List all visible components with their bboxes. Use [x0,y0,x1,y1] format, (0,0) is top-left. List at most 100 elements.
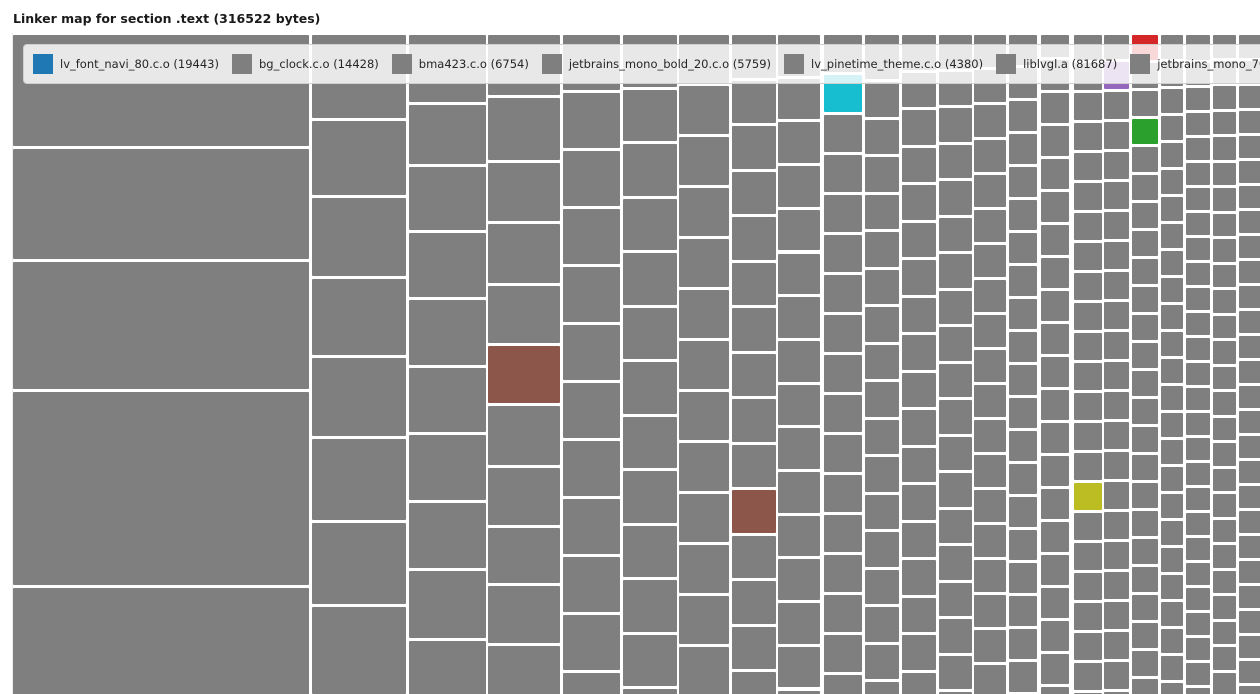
treemap-tile [865,532,899,567]
treemap-tile [732,490,776,533]
treemap-tile [939,473,972,507]
treemap-tile [778,166,820,207]
treemap-tile [488,346,560,403]
treemap-tile [1239,686,1260,694]
treemap-tile [1132,175,1158,200]
treemap-tile [1009,563,1037,593]
treemap-tile [563,209,620,264]
treemap-tile [488,286,560,343]
treemap-tile [1161,656,1183,680]
treemap-tile [312,523,406,604]
treemap-tile [824,315,862,352]
treemap-tile [563,267,620,322]
treemap-tile [778,297,820,338]
treemap-tile [1132,147,1158,172]
treemap-tile [1104,692,1129,694]
treemap-tile [563,499,620,554]
treemap-tile [1239,261,1260,283]
treemap-tile [1239,136,1260,158]
treemap-tile [1161,332,1183,356]
treemap-tile [1104,602,1129,629]
treemap-tile [1009,365,1037,395]
treemap-tile [1104,422,1129,449]
treemap-tile [312,607,406,694]
treemap-tile [824,395,862,432]
treemap-tile [1041,687,1069,694]
treemap-tile [1239,211,1260,233]
treemap-tile [865,119,899,154]
treemap-tile [1213,213,1236,236]
treemap-tile [1239,511,1260,533]
treemap-tile [1009,134,1037,164]
treemap-tile [824,195,862,232]
treemap-tile [1074,183,1102,210]
treemap-tile [1104,392,1129,419]
treemap-tile [1161,467,1183,491]
treemap-tile [865,269,899,304]
treemap-tile [732,353,776,396]
treemap-tile [1104,122,1129,149]
treemap-tile [1161,359,1183,383]
treemap-tile [732,308,776,351]
treemap-tile [1186,488,1210,510]
treemap-tile [623,525,677,577]
treemap-tile [488,224,560,283]
treemap-tile [974,210,1006,242]
legend-item: jetbrains_mono_bold_20.c.o (5759) [541,54,771,74]
treemap-tile [778,340,820,382]
treemap-tile [1161,548,1183,572]
treemap-tile [1186,263,1210,285]
treemap-tile [865,644,899,679]
treemap-tile [902,110,936,145]
treemap-tile [1074,633,1102,660]
legend-item: bma423.c.o (6754) [391,54,529,74]
treemap-tile [1161,143,1183,167]
treemap-tile [1132,511,1158,536]
treemap-tile [1041,654,1069,684]
treemap-tile [902,297,936,332]
treemap-tile [1104,632,1129,659]
treemap-tile [1239,386,1260,408]
treemap-tile [778,384,820,426]
treemap-tile [563,615,620,670]
legend-item: lv_pinetime_theme.c.o (4380) [784,54,983,74]
legend-color-swatch-icon [231,54,252,74]
treemap-tile [409,503,486,568]
treemap-tile [824,155,862,192]
treemap-tile [824,595,862,632]
treemap-tile [902,410,936,445]
treemap-tile [1041,159,1069,189]
treemap-tile [1132,455,1158,480]
treemap-tile [1104,212,1129,239]
treemap-tile [974,350,1006,382]
treemap-tile [939,692,972,694]
treemap-tile [1161,251,1183,275]
treemap-tile [902,222,936,257]
treemap-tile [1161,629,1183,653]
treemap-tile [1213,443,1236,466]
treemap-tile [1132,595,1158,620]
treemap-tile [1041,324,1069,354]
treemap-tile [563,93,620,148]
treemap-tile [1104,272,1129,299]
treemap-tile [1104,152,1129,179]
treemap-tile [732,262,776,305]
treemap-tile [1213,264,1236,287]
treemap-tile [939,254,972,288]
treemap-tile [1074,603,1102,630]
treemap-tile [778,428,820,469]
treemap-tile [679,494,729,542]
treemap-tile [732,126,776,169]
treemap-tile [1009,332,1037,362]
treemap-tile [1239,486,1260,508]
treemap-tile [1074,453,1102,480]
treemap-tile [1041,522,1069,552]
legend-label: bg_clock.c.o (14428) [258,57,379,71]
treemap-tile [1041,621,1069,651]
treemap-tile [679,545,729,593]
legend-color-swatch-icon [541,54,562,74]
treemap-tile [488,98,560,160]
treemap-tile [679,86,729,134]
treemap-tile [409,233,486,297]
treemap-tile [1186,513,1210,535]
